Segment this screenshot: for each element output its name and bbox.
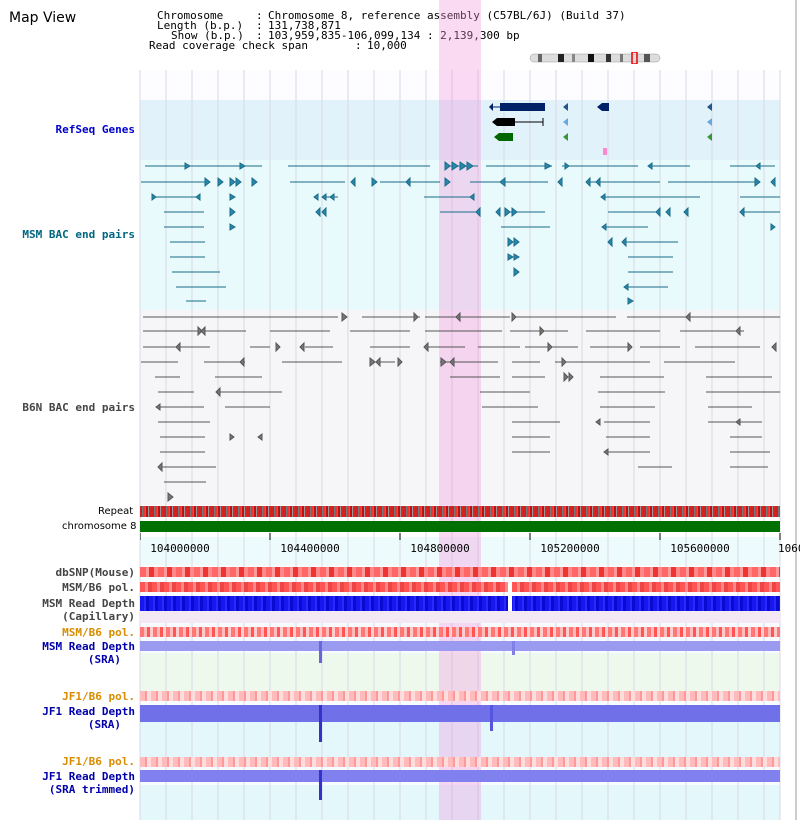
track-label-msm-b6-pol: MSM/B6 pol. [62, 581, 135, 594]
axis-tick-2: 104400000 [280, 542, 340, 555]
refseq-gene-11 [603, 148, 607, 155]
jf1-b6-pol-trim-track[interactable] [140, 757, 780, 767]
dbsnp-track[interactable] [140, 567, 780, 577]
axis-tick-5: 105600000 [670, 542, 730, 555]
msm-read-depth-capillary[interactable] [140, 596, 780, 611]
repeat-track[interactable] [140, 506, 780, 517]
msm-b6-pol-track[interactable] [140, 582, 780, 592]
track-label-jf1-b6-pol-trim: JF1/B6 pol. [62, 755, 135, 768]
chromosome-bar[interactable] [140, 521, 780, 532]
jf1-read-depth-sra[interactable] [140, 705, 780, 722]
refseq-gene-10 [707, 133, 712, 141]
jf1-read-depth-trimmed[interactable] [140, 770, 780, 782]
track-label-msm-depth-sra: MSM Read Depth [42, 640, 135, 653]
chromosome-value: Chromosome 8, reference assembly (C57BL/… [268, 9, 626, 22]
track-label-dbsnp: dbSNP(Mouse) [55, 566, 135, 579]
axis-tick-6: 106000000 [778, 542, 800, 555]
refseq-gene-3 [597, 103, 609, 111]
refseq-gene-7 [707, 118, 712, 126]
axis-ticks-svg [140, 533, 781, 540]
show-range-value: 103,959,835-106,099,134 : 2,139,300 bp [268, 29, 520, 42]
refseq-gene-4 [707, 103, 712, 111]
refseq-gene-1 [489, 103, 545, 111]
track-label-jf1-b6-pol: JF1/B6 pol. [62, 690, 135, 703]
axis-tick-1: 104000000 [150, 542, 210, 555]
refseq-gene-5 [492, 118, 544, 126]
refseq-gene-8 [494, 133, 513, 141]
refseq-gene-9 [563, 133, 568, 141]
track-label-refseq: RefSeq Genes [55, 123, 135, 136]
axis-tick-3: 104800000 [410, 542, 470, 555]
axis-tick-4: 105200000 [540, 542, 600, 555]
jf1-b6-pol-track[interactable] [140, 691, 780, 701]
refseq-gene-6 [563, 118, 568, 126]
page-title: Map View [9, 10, 77, 26]
track-label-b6n-bac: B6N BAC end pairs [22, 401, 135, 414]
track-label-msm-bac: MSM BAC end pairs [22, 228, 135, 241]
track-label-msm-depth-cap: MSM Read Depth [42, 597, 135, 610]
msm-bac-track-bg [140, 160, 780, 310]
length-value: 131,738,871 [268, 19, 341, 32]
track-label-jf1-depth-trim: JF1 Read Depth [42, 770, 135, 783]
highlight-region[interactable] [439, 0, 481, 820]
ideogram-position-marker [631, 52, 638, 64]
track-label-jf1-depth-sra: JF1 Read Depth [42, 705, 135, 718]
span-value: 10,000 [367, 39, 407, 52]
track-label-chromosome: chromosome 8 [62, 521, 137, 532]
refseq-gene-2 [563, 103, 568, 111]
refseq-track-bg [140, 100, 780, 160]
track-label-repeat: Repeat [98, 506, 134, 517]
track-label-msm-b6-pol-sra: MSM/B6 pol. [62, 626, 135, 639]
msm-b6-pol-sra-track[interactable] [140, 627, 780, 637]
msm-read-depth-sra[interactable] [140, 641, 780, 651]
chromosome-ideogram[interactable] [528, 52, 662, 64]
